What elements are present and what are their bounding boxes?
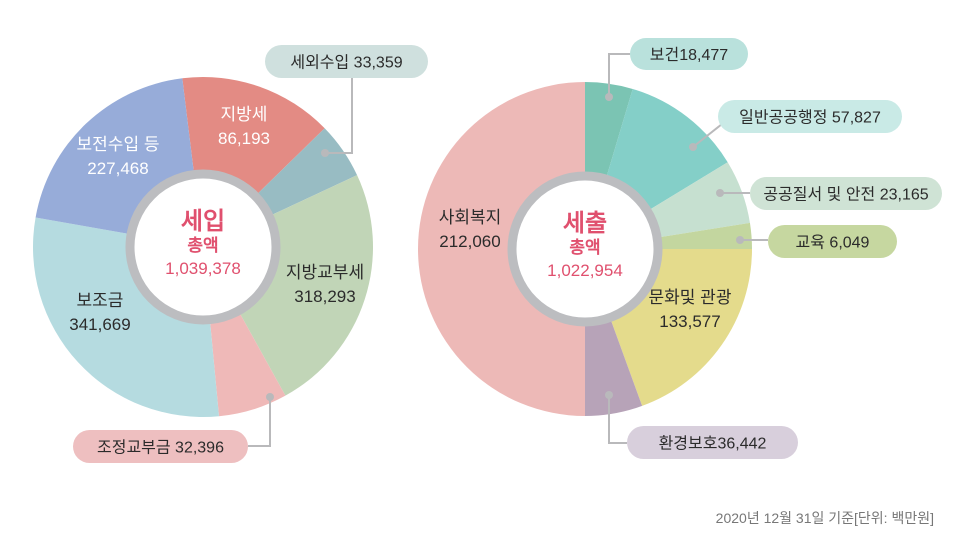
callout-pill [627, 426, 798, 459]
slice-label: 보전수입 등 [77, 135, 160, 154]
center-total: 1,022,954 [547, 261, 623, 280]
center-subtitle: 총액 [569, 238, 600, 257]
leader-dot [266, 393, 274, 401]
slice-value: 212,060 [439, 232, 500, 251]
callout-label: 환경보호36,442 [659, 435, 767, 453]
callout-label: 교육 6,049 [796, 234, 870, 252]
slice-label: 지방세 [221, 105, 268, 124]
leader-line [692, 123, 723, 148]
slice-label: 지방교부세 [286, 263, 364, 282]
callout-pill [265, 45, 428, 78]
leader-dot [605, 391, 613, 399]
center-ring [125, 169, 281, 325]
callout-pill [718, 100, 902, 133]
slice-label: 사회복지 [439, 208, 502, 227]
leader-dot [321, 149, 329, 157]
slice-value: 133,577 [659, 312, 720, 331]
leader-dot [605, 93, 613, 101]
pie-slice-expenditure [418, 82, 585, 416]
slice-label: 문화및 관광 [649, 288, 732, 307]
slice-value: 341,669 [69, 315, 130, 334]
leader-line [325, 78, 353, 154]
leader-line [248, 397, 271, 447]
center-total: 1,039,378 [165, 259, 241, 278]
leader-line [608, 53, 630, 97]
callout-pill [768, 225, 897, 258]
leader-dot [736, 236, 744, 244]
center-ring [507, 171, 663, 327]
center-subtitle: 총액 [187, 236, 218, 255]
callout-label: 보건18,477 [650, 46, 728, 64]
slice-value: 86,193 [218, 129, 270, 148]
callout-label: 조정교부금 32,396 [97, 439, 224, 457]
callout-label: 세외수입 33,359 [290, 54, 402, 72]
slice-value: 227,468 [87, 159, 148, 178]
slice-value: 318,293 [294, 287, 355, 306]
leader-dot [689, 143, 697, 151]
callout-label: 공공질서 및 안전 23,165 [763, 186, 928, 204]
footnote: 2020년 12월 31일 기준[단위: 백만원] [716, 510, 934, 526]
center-title: 세출 [563, 210, 607, 237]
callout-label: 일반공공행정 57,827 [739, 109, 881, 127]
leader-line [608, 395, 627, 444]
callout-pill [750, 177, 942, 210]
callout-pill [630, 38, 748, 70]
center-title: 세입 [181, 208, 225, 235]
slice-label: 보조금 [77, 291, 124, 310]
callout-pill [73, 430, 248, 463]
leader-dot [716, 189, 724, 197]
